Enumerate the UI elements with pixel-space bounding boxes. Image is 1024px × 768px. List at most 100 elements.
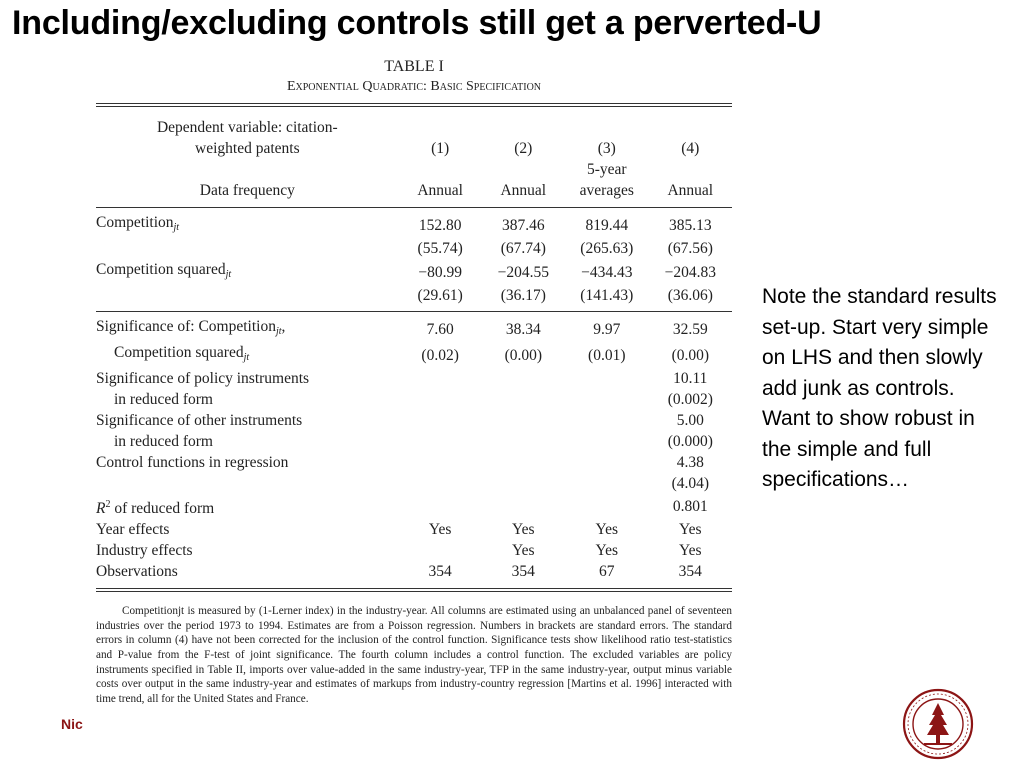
- frequency-row-top: 5-year: [96, 159, 732, 180]
- table-cell: Yes: [595, 542, 619, 560]
- table-notes-text: Competitionjt is measured by (1-Lerner i…: [96, 605, 732, 705]
- table-cell: (0.00): [671, 346, 710, 364]
- table-cell: 387.46: [501, 216, 545, 234]
- row-label: [96, 238, 399, 259]
- frequency-cell: Annual: [500, 182, 547, 199]
- row-label: Industry effects: [96, 542, 193, 560]
- row-label: Control functions in regression: [96, 454, 289, 471]
- table-row: Significance of other instruments 5.00: [96, 410, 732, 431]
- table-cell: 4.38: [676, 454, 704, 471]
- table-cell: (67.56): [667, 240, 713, 257]
- depvar-label-1: Dependent variable: citation-: [156, 119, 338, 136]
- table-cell: [399, 368, 482, 389]
- row-label: in reduced form: [114, 391, 213, 408]
- column-header: (2): [514, 140, 533, 157]
- frequency-label: Data frequency: [199, 182, 295, 199]
- row-label: Significance of: Competitionjt,: [96, 318, 286, 337]
- table-cell: Yes: [512, 521, 535, 539]
- row-label: Competitionjt: [96, 214, 180, 233]
- table-cell: −434.43: [581, 263, 633, 281]
- row-label: Observations: [96, 563, 178, 581]
- table-cell: 67: [599, 563, 615, 581]
- frequency-cell: averages: [579, 182, 634, 199]
- table-cell: 354: [678, 563, 702, 581]
- frequency-cell: 5-year: [586, 161, 627, 178]
- table-cell: [482, 368, 565, 389]
- table-cell: −80.99: [418, 263, 462, 281]
- table-cell: 354: [428, 563, 452, 581]
- table-row: (4.04): [96, 473, 732, 494]
- footer-text: Nic: [61, 716, 83, 732]
- table-cell: [565, 431, 649, 452]
- column-number-row: weighted patents (1) (2) (3) (4): [96, 138, 732, 159]
- row-label: in reduced form: [114, 433, 213, 450]
- table-cell: Yes: [512, 542, 535, 560]
- table-row: (55.74) (67.74) (265.63) (67.56): [96, 238, 732, 259]
- table-cell: [565, 368, 649, 389]
- table-cell: [482, 452, 565, 473]
- regression-table-figure: TABLE I Exponential Quadratic: Basic Spe…: [96, 56, 732, 706]
- frequency-cell: Annual: [417, 182, 463, 199]
- row-label: [96, 285, 399, 306]
- table-cell: [565, 494, 649, 519]
- table-cell: (0.02): [421, 346, 459, 364]
- table-cell: [565, 389, 649, 410]
- table-row: R2 of reduced form 0.801: [96, 494, 732, 519]
- table-title: TABLE I: [384, 58, 444, 75]
- table-cell: [399, 389, 482, 410]
- frequency-cell: [482, 159, 565, 180]
- column-header: (4): [681, 140, 700, 157]
- slide-title: Including/excluding controls still get a…: [12, 4, 822, 42]
- table-cell: 152.80: [418, 216, 462, 234]
- table-cell: [565, 473, 649, 494]
- table-cell: Yes: [595, 521, 619, 539]
- table-cell: [399, 494, 482, 519]
- column-header: (3): [597, 140, 616, 157]
- table-cell: (4.04): [671, 475, 710, 492]
- table-cell: (29.61): [417, 287, 463, 304]
- table-cell: −204.55: [497, 263, 549, 281]
- table-cell: 9.97: [593, 320, 621, 338]
- table-cell: [482, 431, 565, 452]
- table-cell: (141.43): [580, 287, 634, 304]
- table-top-rule: [96, 103, 732, 107]
- table-cell: [482, 389, 565, 410]
- table-cell: [399, 410, 482, 431]
- table-cell: 385.13: [668, 216, 712, 234]
- table-cell: (0.00): [504, 346, 543, 364]
- table-cell: [399, 431, 482, 452]
- table-row: Competition squaredjt (0.02) (0.00) (0.01) (…: [96, 342, 732, 368]
- table-row: Competition squaredjt −80.99 −204.55 −434.4…: [96, 259, 732, 285]
- table-row: in reduced form (0.002): [96, 389, 732, 410]
- table-row: (29.61) (36.17) (141.43) (36.06): [96, 285, 732, 306]
- table-cell: (55.74): [417, 240, 463, 257]
- frequency-row: Data frequency Annual Annual averages An…: [96, 180, 732, 201]
- table-row: in reduced form (0.000): [96, 431, 732, 452]
- table-row: Observations 354 354 67 354: [96, 561, 732, 582]
- table-cell: [399, 540, 482, 561]
- table-row: Year effects Yes Yes Yes Yes: [96, 519, 732, 540]
- table-row: Significance of policy instruments 10.11: [96, 368, 732, 389]
- row-label: [96, 473, 399, 494]
- table-cell: [565, 452, 649, 473]
- table-cell: 7.60: [426, 320, 454, 338]
- table-cell: [565, 410, 649, 431]
- frequency-cell: [399, 159, 482, 180]
- regression-table: Dependent variable: citation- weighted p…: [96, 107, 732, 593]
- table-cell: 819.44: [585, 216, 629, 234]
- frequency-cell: [649, 159, 732, 180]
- table-cell: (36.17): [500, 287, 546, 304]
- table-cell: (0.01): [588, 346, 626, 364]
- table-cell: 32.59: [672, 320, 708, 338]
- table-cell: [482, 410, 565, 431]
- table-cell: Yes: [679, 542, 702, 560]
- table-cell: 38.34: [505, 320, 541, 338]
- table-cell: [399, 473, 482, 494]
- table-cell: 5.00: [676, 412, 704, 429]
- table-row: Competitionjt 152.80 387.46 819.44 385.13: [96, 212, 732, 238]
- table-row: Industry effects Yes Yes Yes: [96, 540, 732, 561]
- table-cell: (36.06): [667, 287, 713, 304]
- row-label: R2 of reduced form: [96, 499, 215, 518]
- table-cell: [482, 473, 565, 494]
- row-label: Year effects: [96, 521, 170, 539]
